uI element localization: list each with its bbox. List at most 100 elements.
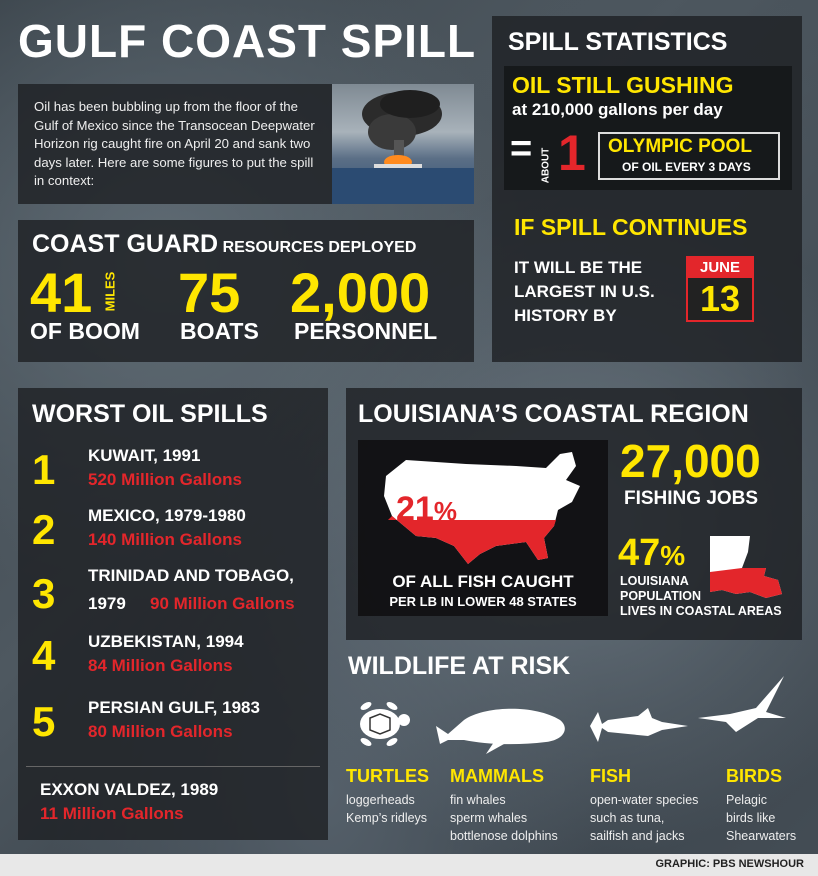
spill-name: MEXICO, 1979-1980 [88, 506, 246, 525]
pct-sign: % [660, 540, 686, 571]
gushing-title: OIL STILL GUSHING [512, 72, 734, 98]
group-name: TURTLES [346, 766, 429, 786]
bird-icon [698, 676, 786, 732]
worst-spills-panel: WORST OIL SPILLS 1 KUWAIT, 1991 520 Mill… [18, 388, 328, 840]
spill-gallons: 90 Million Gallons [150, 594, 295, 613]
jobs-value: 27,000 [620, 435, 761, 487]
personnel-label: PERSONNEL [294, 318, 438, 344]
pop-percent: 47% [618, 532, 685, 575]
pool-sub: OF OIL EVERY 3 DAYS [622, 160, 751, 174]
boom-value: 41 [30, 261, 93, 324]
personnel-value: 2,000 [290, 261, 431, 324]
desc-line: Kemp’s ridleys [346, 811, 428, 825]
swordfish-icon [590, 708, 688, 742]
us-map-icon [384, 452, 580, 564]
divider [26, 766, 320, 767]
group-desc: fin whales sperm whales bottlenose dolph… [450, 791, 558, 845]
spill-gallons: 80 Million Gallons [88, 722, 233, 741]
pop-line: POPULATION [620, 589, 702, 603]
intro-text: Oil has been bubbling up from the floor … [34, 99, 315, 188]
continues-line: IT WILL BE THE [514, 258, 643, 277]
wildlife-group-birds: BIRDS Pelagic birds like Shearwaters [726, 766, 796, 845]
boom-unit: MILES [102, 271, 118, 312]
calendar-date: JUNE 13 [686, 256, 754, 322]
wildlife-section: WILDLIFE AT RISK TURTLES loggerheads Kem… [346, 650, 806, 850]
wildlife-group-fish: FISH open-water species such as tuna, sa… [590, 766, 698, 845]
boats-value: 75 [178, 261, 241, 324]
spill-name: UZBEKISTAN, 1994 [88, 632, 244, 651]
pop-line: LOUISIANA [620, 574, 689, 588]
fish-caught-box: 21% OF ALL FISH CAUGHT PER LB IN LOWER 4… [358, 440, 608, 616]
group-desc: open-water species such as tuna, sailfis… [590, 791, 698, 845]
jobs-label: FISHING JOBS [624, 488, 759, 509]
exxon-name: EXXON VALDEZ, 1989 [40, 780, 219, 799]
page-title: GULF COAST SPILL [18, 15, 477, 67]
intro-panel: Oil has been bubbling up from the floor … [18, 84, 474, 204]
continues-line: LARGEST IN U.S. [514, 282, 655, 301]
louisiana-map-icon [710, 536, 782, 598]
spill-rank: 5 [32, 698, 56, 745]
calendar-month: JUNE [688, 258, 752, 278]
spill-rank: 1 [32, 446, 56, 493]
continues-line: HISTORY BY [514, 306, 617, 325]
boom-label: OF BOOM [30, 318, 140, 344]
coast-guard-heading: COAST GUARD RESOURCES DEPLOYED [32, 230, 416, 259]
spill-name: PERSIAN GULF, 1983 [88, 698, 260, 717]
louisiana-heading: LOUISIANA’S COASTAL REGION [358, 400, 749, 428]
rig-fire-photo [332, 84, 474, 204]
exxon-gallons: 11 Million Gallons [40, 804, 184, 823]
group-name: FISH [590, 766, 632, 786]
pool-label: OLYMPIC POOL [608, 136, 752, 157]
spill-gallons: 520 Million Gallons [88, 470, 242, 489]
pop-text: LOUISIANA POPULATION LIVES IN COASTAL AR… [620, 574, 782, 619]
spill-name: TRINIDAD AND TOBAGO, [88, 566, 294, 585]
spill-statistics-panel: SPILL STATISTICS OIL STILL GUSHING at 21… [492, 16, 802, 362]
wildlife-group-mammals: MAMMALS fin whales sperm whales bottleno… [450, 766, 558, 845]
credit-bar: GRAPHIC: PBS NEWSHOUR [0, 854, 818, 876]
spill-gallons: 84 Million Gallons [88, 656, 233, 675]
pct-sign: % [433, 496, 457, 526]
group-desc: Pelagic birds like Shearwaters [726, 791, 796, 845]
group-name: BIRDS [726, 766, 783, 786]
louisiana-panel: LOUISIANA’S COASTAL REGION 21% OF ALL FI… [346, 388, 802, 640]
group-name: MAMMALS [450, 766, 544, 786]
desc-line: such as tuna, [590, 811, 665, 825]
pop-pct-value: 47 [618, 532, 661, 574]
desc-line: Shearwaters [726, 829, 797, 843]
spill-rank: 4 [32, 632, 56, 679]
desc-line: loggerheads [346, 793, 415, 807]
spill-name: KUWAIT, 1991 [88, 446, 201, 465]
boats-label: BOATS [180, 318, 259, 344]
olympic-pool-box: OLYMPIC POOL OF OIL EVERY 3 DAYS [598, 132, 780, 180]
desc-line: birds like [726, 811, 776, 825]
coast-guard-subtitle: RESOURCES DEPLOYED [222, 239, 417, 256]
fish-line2: PER LB IN LOWER 48 STATES [389, 594, 577, 609]
coast-guard-panel: COAST GUARD RESOURCES DEPLOYED 41 MILES … [18, 220, 474, 362]
wildlife-group-turtles: TURTLES loggerheads Kemp’s ridleys [346, 766, 429, 827]
whale-icon [436, 708, 565, 754]
desc-line: sperm whales [450, 811, 528, 825]
spill-rank: 3 [32, 570, 56, 617]
spill-gallons: 140 Million Gallons [88, 530, 242, 549]
worst-spills-heading: WORST OIL SPILLS [32, 400, 268, 428]
calendar-day: 13 [699, 278, 741, 319]
gushing-box: OIL STILL GUSHING at 210,000 gallons per… [504, 66, 792, 190]
spill-rank: 2 [32, 506, 56, 553]
desc-line: fin whales [450, 793, 506, 807]
desc-line: bottlenose dolphins [450, 829, 558, 843]
fish-pct-value: 21 [396, 490, 434, 528]
spill-year: 1979 [88, 594, 126, 613]
about-label: ABOUT [540, 147, 552, 184]
equals-sign: = [510, 128, 533, 170]
turtle-icon [360, 702, 410, 746]
fish-line1: OF ALL FISH CAUGHT [392, 572, 574, 591]
gushing-rate: at 210,000 gallons per day [512, 100, 723, 119]
wildlife-heading: WILDLIFE AT RISK [348, 652, 571, 680]
continues-text: IT WILL BE THE LARGEST IN U.S. HISTORY B… [514, 256, 655, 328]
desc-line: open-water species [590, 793, 699, 807]
continues-title: IF SPILL CONTINUES [514, 214, 748, 240]
desc-line: Pelagic [726, 793, 767, 807]
spill-statistics-heading: SPILL STATISTICS [508, 28, 728, 56]
desc-line: sailfish and jacks [590, 829, 685, 843]
graphic-credit: GRAPHIC: PBS NEWSHOUR [655, 858, 804, 870]
